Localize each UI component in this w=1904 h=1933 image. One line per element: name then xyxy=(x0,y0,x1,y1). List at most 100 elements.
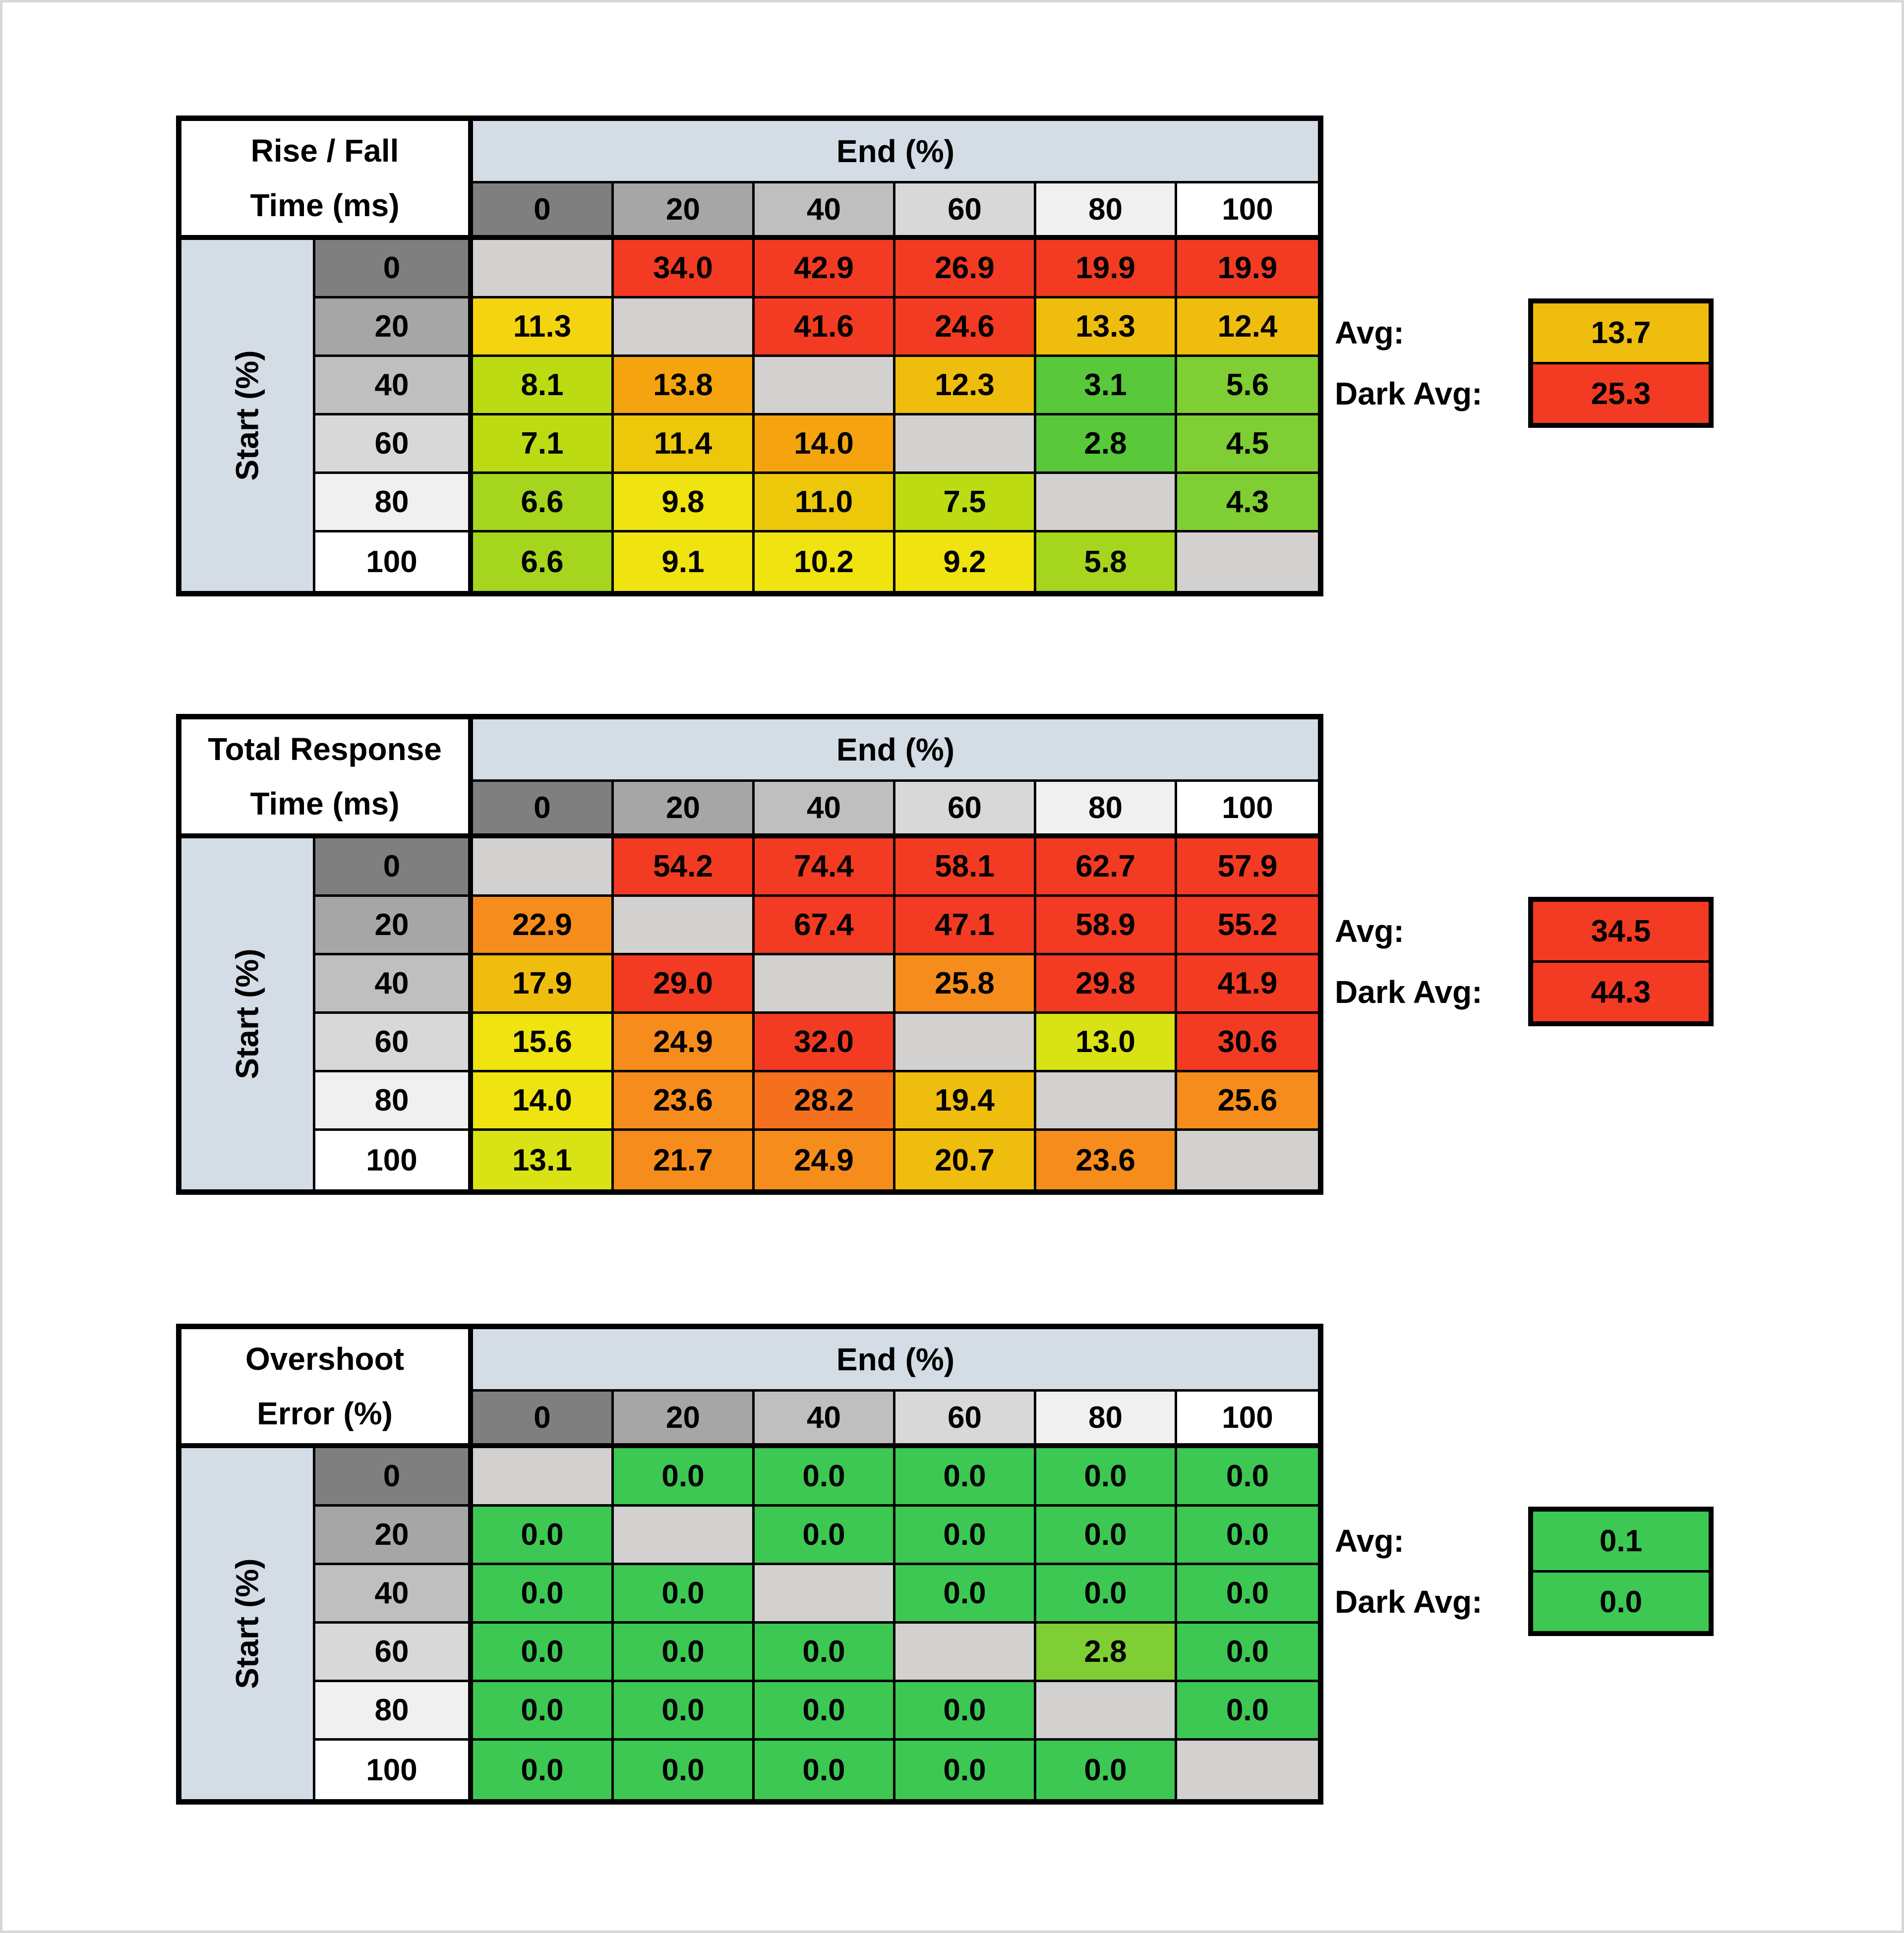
cell-20-60: 24.6 xyxy=(895,298,1036,357)
col-header-20: 20 xyxy=(614,183,755,240)
start-axis-band: Start (%) xyxy=(181,240,315,591)
cell-100-0: 13.1 xyxy=(473,1131,614,1189)
start-axis-band: Start (%) xyxy=(181,1448,315,1799)
cell-60-100: 0.0 xyxy=(1177,1624,1318,1682)
start-axis-label: Start (%) xyxy=(229,350,265,481)
cell-20-0: 22.9 xyxy=(473,897,614,955)
cell-60-20: 0.0 xyxy=(614,1624,755,1682)
cell-100-80: 5.8 xyxy=(1036,532,1177,591)
cell-0-60: 58.1 xyxy=(895,838,1036,897)
avg-value: 0.1 xyxy=(1533,1512,1709,1573)
table-title-line: Rise / Fall xyxy=(250,132,399,169)
col-header-40: 40 xyxy=(755,782,895,838)
table-title: Rise / Fall Time (ms) xyxy=(181,121,473,240)
cell-20-20-diagonal xyxy=(614,298,755,357)
cell-40-40-diagonal xyxy=(755,955,895,1014)
cell-100-0: 6.6 xyxy=(473,532,614,591)
cell-40-60: 25.8 xyxy=(895,955,1036,1014)
col-header-40: 40 xyxy=(755,1392,895,1448)
col-header-60: 60 xyxy=(895,1392,1036,1448)
cell-80-20: 23.6 xyxy=(614,1072,755,1131)
row-header-40: 40 xyxy=(315,955,473,1014)
avg-box: 34.5 44.3 xyxy=(1528,897,1714,1026)
cell-100-0: 0.0 xyxy=(473,1741,614,1799)
row-header-80: 80 xyxy=(315,1072,473,1131)
cell-0-0-diagonal xyxy=(473,838,614,897)
cell-100-80: 23.6 xyxy=(1036,1131,1177,1189)
cell-80-100: 0.0 xyxy=(1177,1682,1318,1741)
cell-0-20: 54.2 xyxy=(614,838,755,897)
cell-0-80: 19.9 xyxy=(1036,240,1177,298)
cell-0-80: 62.7 xyxy=(1036,838,1177,897)
cell-0-40: 0.0 xyxy=(755,1448,895,1507)
cell-40-80: 0.0 xyxy=(1036,1565,1177,1624)
table-title: Overshoot Error (%) xyxy=(181,1329,473,1448)
table-title-line: Time (ms) xyxy=(250,786,400,821)
row-header-80: 80 xyxy=(315,474,473,532)
cell-100-60: 9.2 xyxy=(895,532,1036,591)
cell-80-0: 14.0 xyxy=(473,1072,614,1131)
cell-40-80: 3.1 xyxy=(1036,357,1177,415)
cell-100-40: 10.2 xyxy=(755,532,895,591)
cell-0-100: 19.9 xyxy=(1177,240,1318,298)
cell-80-80-diagonal xyxy=(1036,1072,1177,1131)
cell-20-60: 0.0 xyxy=(895,1507,1036,1565)
cell-40-20: 13.8 xyxy=(614,357,755,415)
avg-box: 0.1 0.0 xyxy=(1528,1507,1714,1636)
col-header-60: 60 xyxy=(895,183,1036,240)
row-header-20: 20 xyxy=(315,1507,473,1565)
cell-20-20-diagonal xyxy=(614,897,755,955)
cell-40-40-diagonal xyxy=(755,1565,895,1624)
cell-40-100: 41.9 xyxy=(1177,955,1318,1014)
cell-20-100: 0.0 xyxy=(1177,1507,1318,1565)
cell-40-60: 0.0 xyxy=(895,1565,1036,1624)
col-header-0: 0 xyxy=(473,782,614,838)
cell-40-0: 17.9 xyxy=(473,955,614,1014)
cell-0-60: 26.9 xyxy=(895,240,1036,298)
cell-80-100: 25.6 xyxy=(1177,1072,1318,1131)
row-header-100: 100 xyxy=(315,1131,473,1189)
cell-60-0: 7.1 xyxy=(473,415,614,474)
cell-0-20: 34.0 xyxy=(614,240,755,298)
col-header-80: 80 xyxy=(1036,183,1177,240)
cell-80-60: 0.0 xyxy=(895,1682,1036,1741)
row-header-40: 40 xyxy=(315,357,473,415)
row-header-100: 100 xyxy=(315,1741,473,1799)
cell-60-40: 0.0 xyxy=(755,1624,895,1682)
dark-avg-value: 44.3 xyxy=(1533,963,1709,1021)
avg-label: Avg: xyxy=(1335,913,1404,949)
cell-20-40: 41.6 xyxy=(755,298,895,357)
end-axis-label: End (%) xyxy=(473,121,1318,183)
row-header-0: 0 xyxy=(315,240,473,298)
col-header-60: 60 xyxy=(895,782,1036,838)
table-title: Total Response Time (ms) xyxy=(181,719,473,838)
cell-40-40-diagonal xyxy=(755,357,895,415)
col-header-20: 20 xyxy=(614,1392,755,1448)
cell-60-20: 24.9 xyxy=(614,1014,755,1072)
col-header-100: 100 xyxy=(1177,782,1318,838)
end-axis-label: End (%) xyxy=(473,1329,1318,1392)
cell-0-20: 0.0 xyxy=(614,1448,755,1507)
cell-20-0: 11.3 xyxy=(473,298,614,357)
cell-0-80: 0.0 xyxy=(1036,1448,1177,1507)
cell-60-0: 15.6 xyxy=(473,1014,614,1072)
col-header-40: 40 xyxy=(755,183,895,240)
cell-100-20: 21.7 xyxy=(614,1131,755,1189)
start-axis-label: Start (%) xyxy=(229,1558,265,1689)
col-header-100: 100 xyxy=(1177,1392,1318,1448)
avg-box: 13.7 25.3 xyxy=(1528,298,1714,428)
start-axis-band: Start (%) xyxy=(181,838,315,1189)
cell-60-80: 2.8 xyxy=(1036,415,1177,474)
row-header-100: 100 xyxy=(315,532,473,591)
cell-60-0: 0.0 xyxy=(473,1624,614,1682)
cell-60-80: 2.8 xyxy=(1036,1624,1177,1682)
row-header-20: 20 xyxy=(315,298,473,357)
cell-60-100: 4.5 xyxy=(1177,415,1318,474)
cell-40-60: 12.3 xyxy=(895,357,1036,415)
row-header-40: 40 xyxy=(315,1565,473,1624)
row-header-60: 60 xyxy=(315,1624,473,1682)
cell-100-60: 0.0 xyxy=(895,1741,1036,1799)
col-header-100: 100 xyxy=(1177,183,1318,240)
cell-100-100-diagonal xyxy=(1177,532,1318,591)
table-title-line: Total Response xyxy=(208,731,442,767)
